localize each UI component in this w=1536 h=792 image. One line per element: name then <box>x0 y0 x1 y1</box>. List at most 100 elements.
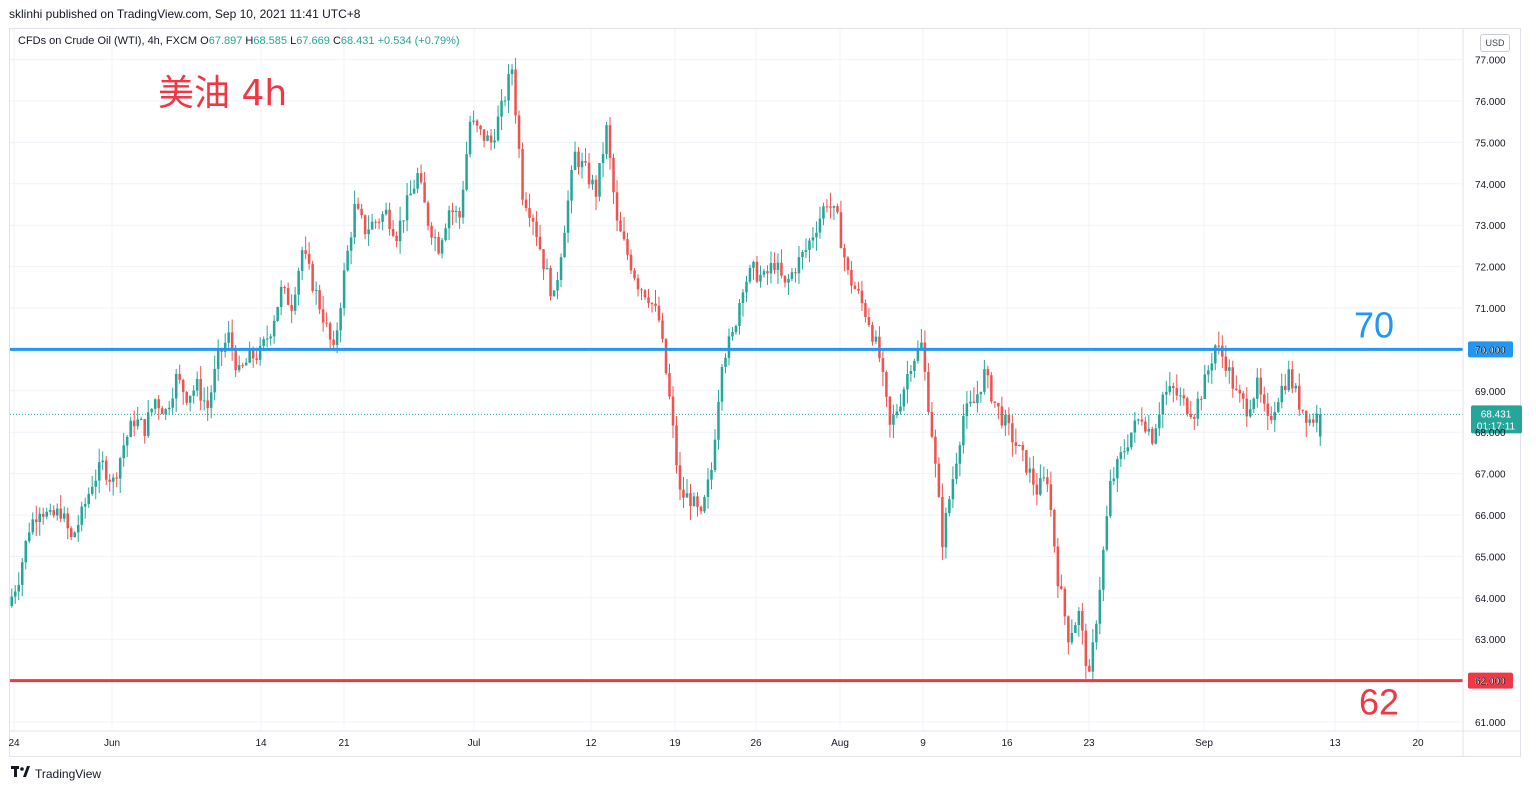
symbol-name: CFDs on Crude Oil (WTI), 4h, FXCM <box>18 35 198 47</box>
candle-body <box>269 336 272 339</box>
candle-body <box>468 121 472 155</box>
high-label: H <box>245 35 254 47</box>
candle-body <box>608 125 612 158</box>
candle-body <box>661 320 664 340</box>
candle-body <box>675 425 678 466</box>
candle-body <box>545 268 549 270</box>
candle-body <box>1270 415 1273 421</box>
candle-body <box>1161 394 1165 415</box>
candle-body <box>1168 386 1172 392</box>
candle-body <box>423 182 426 203</box>
candle-body <box>549 268 552 297</box>
chart-annotation-title: 美油 4h <box>158 73 288 114</box>
open-label: O <box>200 35 209 47</box>
candle-body <box>731 332 734 337</box>
candle-body <box>888 396 892 425</box>
candle-body <box>454 210 458 213</box>
candle-body <box>580 161 584 168</box>
candle-body <box>1119 452 1123 460</box>
candle-body <box>1277 402 1280 412</box>
y-tick-label: 65.000 <box>1475 552 1506 563</box>
candle-body <box>1007 414 1011 424</box>
candle-body <box>486 135 489 141</box>
candle-body <box>353 203 356 238</box>
candle-body <box>76 524 80 533</box>
candle-body <box>920 342 923 348</box>
candles <box>10 57 1322 683</box>
candle-body <box>706 479 710 497</box>
candle-body <box>885 372 888 397</box>
candle-body <box>209 392 213 409</box>
candle-body <box>535 221 538 237</box>
candle-body <box>930 412 934 437</box>
open-value: 67.897 <box>208 35 243 47</box>
candle-body <box>416 173 419 189</box>
candle-body <box>1203 374 1207 400</box>
horizontal-line-annotation: 62 <box>1359 682 1399 723</box>
candle-body <box>293 294 297 311</box>
candle-body <box>230 332 234 351</box>
candle-body <box>87 493 90 505</box>
candle-body <box>727 336 731 358</box>
candle-body <box>1308 419 1312 423</box>
candle-body <box>1189 413 1193 418</box>
candle-body <box>143 419 146 436</box>
candle-body <box>272 320 276 337</box>
close-label: C <box>332 35 341 47</box>
candle-body <box>97 462 101 481</box>
candle-body <box>948 499 951 514</box>
candle-body <box>1056 546 1060 587</box>
candle-body <box>909 370 913 374</box>
candle-body <box>1095 623 1098 643</box>
footer-brand[interactable]: TradingView <box>11 766 101 781</box>
candle-body <box>699 506 703 512</box>
candle-body <box>811 237 815 241</box>
candle-body <box>881 358 885 373</box>
candle-body <box>1081 611 1084 631</box>
x-tick-label: Jun <box>104 738 120 749</box>
x-tick-label: 19 <box>669 738 681 749</box>
candle-body <box>783 275 787 283</box>
candle-body <box>10 596 14 607</box>
candle-body <box>958 445 962 464</box>
candle-body <box>636 278 640 290</box>
candle-body <box>864 303 867 318</box>
candle-body <box>251 349 255 359</box>
candle-body <box>818 218 822 233</box>
candle-body <box>1263 394 1266 404</box>
candle-body <box>1245 398 1249 417</box>
candle-body <box>157 399 160 409</box>
candle-body <box>755 261 759 282</box>
candle-body <box>1182 395 1186 399</box>
candle-body <box>927 371 930 413</box>
candle-body <box>111 477 115 482</box>
currency-button[interactable]: USD <box>1480 34 1510 52</box>
candle-body <box>52 510 55 516</box>
horizontal-line-price-label: 70.000 <box>1475 345 1506 356</box>
candle-body <box>808 240 811 250</box>
low-label: L <box>290 35 297 47</box>
candle-body <box>657 305 661 321</box>
high-value: 68.585 <box>253 35 288 47</box>
y-tick-label: 74.000 <box>1475 180 1506 191</box>
candle-body <box>531 217 535 222</box>
candle-body <box>720 366 724 402</box>
candle-body <box>237 365 241 371</box>
candle-body <box>650 303 654 305</box>
candle-body <box>1011 423 1014 443</box>
candle-body <box>1046 477 1049 485</box>
candle-body <box>633 270 636 279</box>
candle-body <box>430 225 433 238</box>
candle-body <box>129 420 132 437</box>
candle-body <box>619 220 622 232</box>
candle-body <box>188 395 192 403</box>
candle-body <box>265 338 269 340</box>
price-axis: 61.000 62.000 63.000 64.000 65.000 66.000 67.0… <box>1462 29 1506 756</box>
candle-body <box>1273 411 1277 421</box>
tradingview-logo-icon <box>11 766 31 781</box>
y-tick-label: 68.000 <box>1475 428 1506 439</box>
candle-body <box>584 161 587 163</box>
candle-body <box>769 263 773 274</box>
horizontal-line-badge <box>1468 672 1513 689</box>
